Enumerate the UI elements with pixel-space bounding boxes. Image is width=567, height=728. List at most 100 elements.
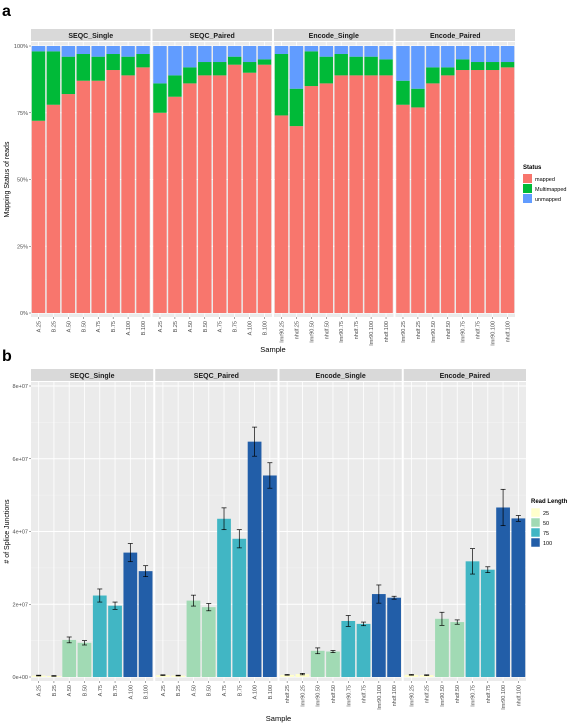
a-bar-unmapped: [61, 46, 76, 57]
a-x-tick-label: B.25: [173, 321, 179, 332]
a-bar-unmapped: [274, 46, 289, 55]
a-legend-label: unmapped: [535, 197, 561, 203]
b-x-tick-label: nhdf.100: [516, 685, 522, 706]
a-bar-mapped: [212, 75, 227, 314]
a-bar-mapped: [257, 64, 272, 313]
a-y-tick-label: 25%: [17, 244, 28, 250]
a-x-tick-label: A.100: [248, 321, 254, 335]
a-bar-mapped: [411, 107, 425, 313]
a-bar-multimapped: [76, 54, 91, 81]
panel-b-label: b: [2, 348, 12, 365]
a-x-axis-title: Sample: [260, 345, 285, 354]
b-bar: [201, 607, 216, 677]
b-bar: [341, 620, 356, 677]
b-bar: [77, 642, 92, 677]
a-x-tick-label: nhdf.50: [446, 321, 452, 339]
b-facet-title: Encode_Single: [316, 373, 366, 380]
b-legend-key: [530, 507, 541, 518]
b-facet-title: SEQC_Paired: [194, 373, 239, 380]
a-bar-unmapped: [183, 46, 197, 68]
b-y-tick-label: 6e+07: [13, 457, 28, 463]
a-bar-multimapped: [168, 75, 182, 97]
b-x-tick-label: A.75: [222, 685, 228, 696]
b-x-tick-label: Imr90.50: [316, 685, 322, 707]
b-bar: [511, 518, 526, 677]
b-x-tick-label: A.75: [98, 685, 104, 696]
a-bar-multimapped: [242, 62, 257, 73]
a-y-tick-label: 75%: [17, 111, 28, 117]
b-y-tick-label: 2e+07: [13, 602, 28, 608]
a-legend-title: Status: [523, 165, 542, 171]
b-bar: [108, 605, 122, 677]
a-y-tick-label: 0%: [20, 311, 28, 317]
a-bar-mapped: [61, 94, 76, 313]
a-x-tick-label: Imr90.100: [369, 321, 375, 346]
b-bar: [450, 622, 465, 677]
a-facet-title: Encode_Single: [309, 33, 359, 40]
b-bar: [247, 441, 262, 677]
b-x-tick-label: nhdf.75: [362, 685, 368, 703]
b-bar: [186, 600, 201, 677]
b-x-tick-label: A.25: [161, 685, 167, 696]
b-x-tick-label: Imr90.25: [409, 685, 415, 707]
a-bar-multimapped: [426, 67, 440, 84]
b-bar: [171, 675, 186, 677]
a-bar-mapped: [441, 75, 455, 314]
a-bar-mapped: [470, 70, 485, 313]
a-bar-unmapped: [485, 46, 500, 63]
b-bar: [138, 571, 153, 677]
a-bar-multimapped: [61, 56, 76, 95]
b-bar: [232, 538, 247, 677]
a-x-tick-label: Imr90.50: [431, 321, 437, 343]
b-bar: [419, 675, 434, 677]
a-bar-mapped: [121, 75, 135, 314]
b-x-tick-label: B.100: [144, 685, 150, 699]
b-bar: [356, 623, 371, 677]
a-bar-unmapped: [136, 46, 150, 55]
a-bar-unmapped: [242, 46, 257, 63]
a-bar-mapped: [455, 70, 470, 313]
a-bar-unmapped: [153, 46, 167, 84]
b-legend-label: 75: [543, 531, 549, 537]
b-bar: [262, 475, 277, 677]
b-y-tick-label: 0e+00: [13, 675, 28, 681]
a-bar-mapped: [304, 86, 319, 313]
b-legend-label: 50: [543, 521, 549, 527]
a-bar-unmapped: [289, 46, 304, 89]
a-bar-mapped: [319, 83, 334, 313]
a-x-tick-label: nhdf.100: [506, 321, 512, 342]
a-bar-multimapped: [455, 59, 470, 71]
a-bar-mapped: [91, 80, 105, 314]
b-x-tick-label: A.25: [37, 685, 43, 696]
a-bar-mapped: [289, 126, 304, 313]
a-y-tick-label: 100%: [14, 44, 28, 50]
b-legend-key: [530, 517, 541, 528]
a-bar-mapped: [227, 64, 242, 313]
a-bar-mapped: [396, 104, 410, 314]
b-x-tick-label: nhdf.25: [425, 685, 431, 703]
a-x-tick-label: B.100: [263, 321, 269, 335]
a-facet-strip: [152, 29, 272, 41]
a-bar-unmapped: [121, 46, 135, 57]
a-bar-multimapped: [379, 59, 393, 76]
a-bar-unmapped: [334, 46, 348, 55]
a-bar-unmapped: [106, 46, 120, 55]
a-bar-multimapped: [46, 51, 61, 105]
a-bar-multimapped: [121, 56, 135, 76]
b-x-tick-label: nhdf.25: [285, 685, 291, 703]
b-bar: [326, 651, 340, 677]
a-x-tick-label: Imr90.50: [309, 321, 315, 343]
b-legend-key: [530, 527, 541, 538]
a-bar-multimapped: [153, 83, 167, 113]
a-bar-unmapped: [349, 46, 363, 57]
a-bar-multimapped: [319, 56, 334, 84]
a-x-tick-label: nhdf.25: [416, 321, 422, 339]
b-x-axis-title: Sample: [266, 714, 291, 723]
b-x-tick-label: A.100: [128, 685, 134, 699]
a-bar-multimapped: [136, 54, 150, 68]
a-y-axis-title: Mapping Status of reads: [4, 141, 11, 217]
a-bar-unmapped: [441, 46, 455, 68]
b-x-tick-label: B.100: [268, 685, 274, 699]
a-facet-title: SEQC_Paired: [190, 33, 235, 40]
a-bar-mapped: [349, 75, 363, 314]
